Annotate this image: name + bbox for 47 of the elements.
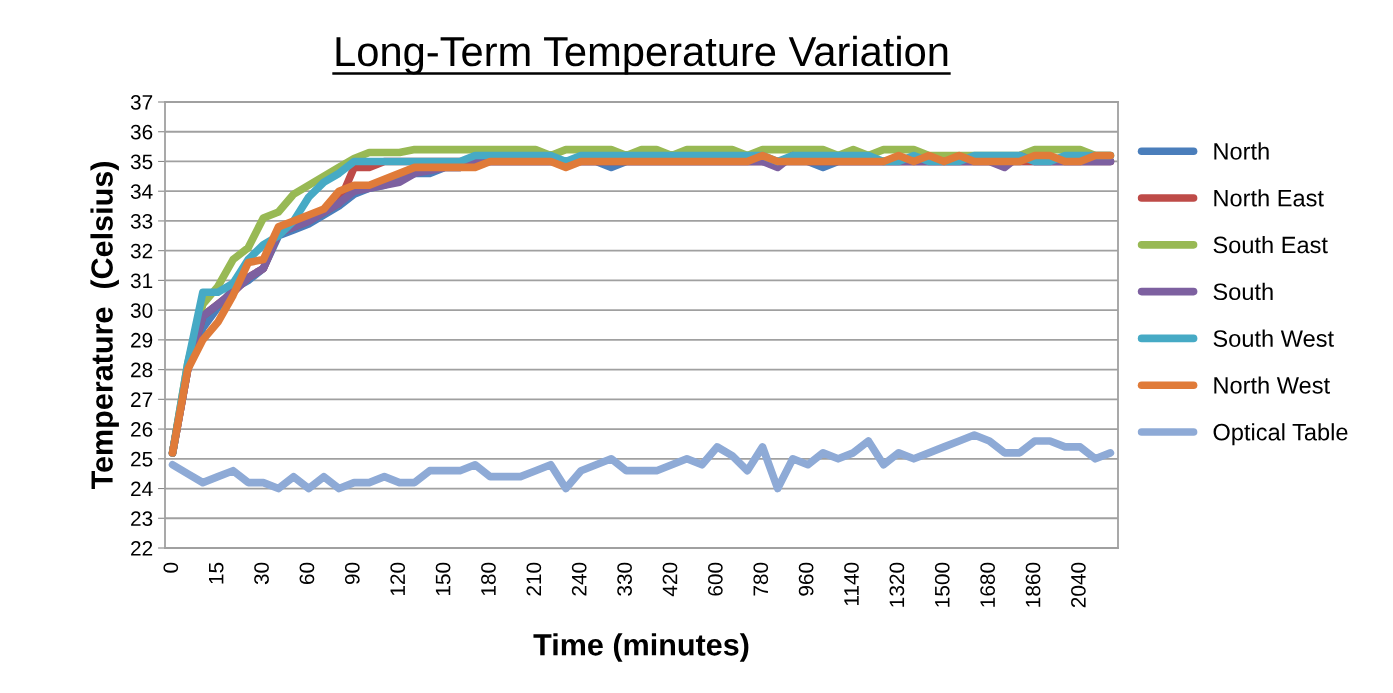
y-tick-label: 27 [131,392,153,407]
legend-label: North East [1214,189,1324,207]
legend-label: South East [1213,235,1328,254]
x-tick-label: 1680 [980,562,996,607]
x-tick-label: 210 [526,562,542,596]
x-tick-label: 600 [707,562,723,596]
y-tick-label: 35 [130,154,153,170]
y-tick-label: 32 [130,243,153,259]
x-tick-label: 2040 [1071,562,1086,608]
y-tick-label: 36 [130,124,153,140]
y-axis-title: Temperature (Celsius) [90,162,119,490]
x-tick-label: 1320 [889,562,905,607]
y-tick-label: 22 [131,541,153,556]
legend-label: North West [1214,376,1330,394]
y-tick-label: 31 [130,273,153,289]
y-tick-label: 25 [131,451,153,467]
y-tick-label: 33 [130,213,153,229]
legend-label: South [1213,282,1273,301]
x-tick-label: 0 [163,562,179,573]
x-axis-title: Time (minutes) [533,633,749,662]
x-tick-label: 960 [798,562,814,596]
x-tick-label: 420 [662,562,678,597]
y-tick-label: 34 [130,184,153,199]
x-tick-label: 120 [390,562,406,596]
y-tick-label: 29 [131,332,153,348]
x-tick-label: 30 [254,562,269,585]
y-tick-label: 30 [130,303,153,318]
legend-label: North [1214,142,1269,160]
x-tick-label: 15 [209,562,224,584]
y-tick-label: 37 [130,95,153,110]
legend-label: South West [1213,329,1334,347]
x-tick-label: 60 [299,562,315,584]
chart-title: Long-Term Temperature Variation [336,35,948,75]
y-tick-label: 28 [131,362,153,378]
x-tick-label: 180 [481,562,496,596]
x-tick-label: 780 [753,562,769,596]
y-tick-label: 26 [131,422,153,437]
x-tick-label: 1140 [844,562,859,606]
x-tick-label: 150 [435,562,451,596]
x-tick-label: 240 [571,562,587,596]
x-tick-label: 90 [344,562,360,585]
legend-label: Optical Table [1213,423,1348,446]
x-tick-label: 330 [617,562,632,596]
x-tick-label: 1500 [934,562,950,607]
y-tick-label: 24 [131,481,153,497]
y-tick-label: 23 [131,511,153,527]
x-tick-label: 1860 [1025,562,1041,607]
